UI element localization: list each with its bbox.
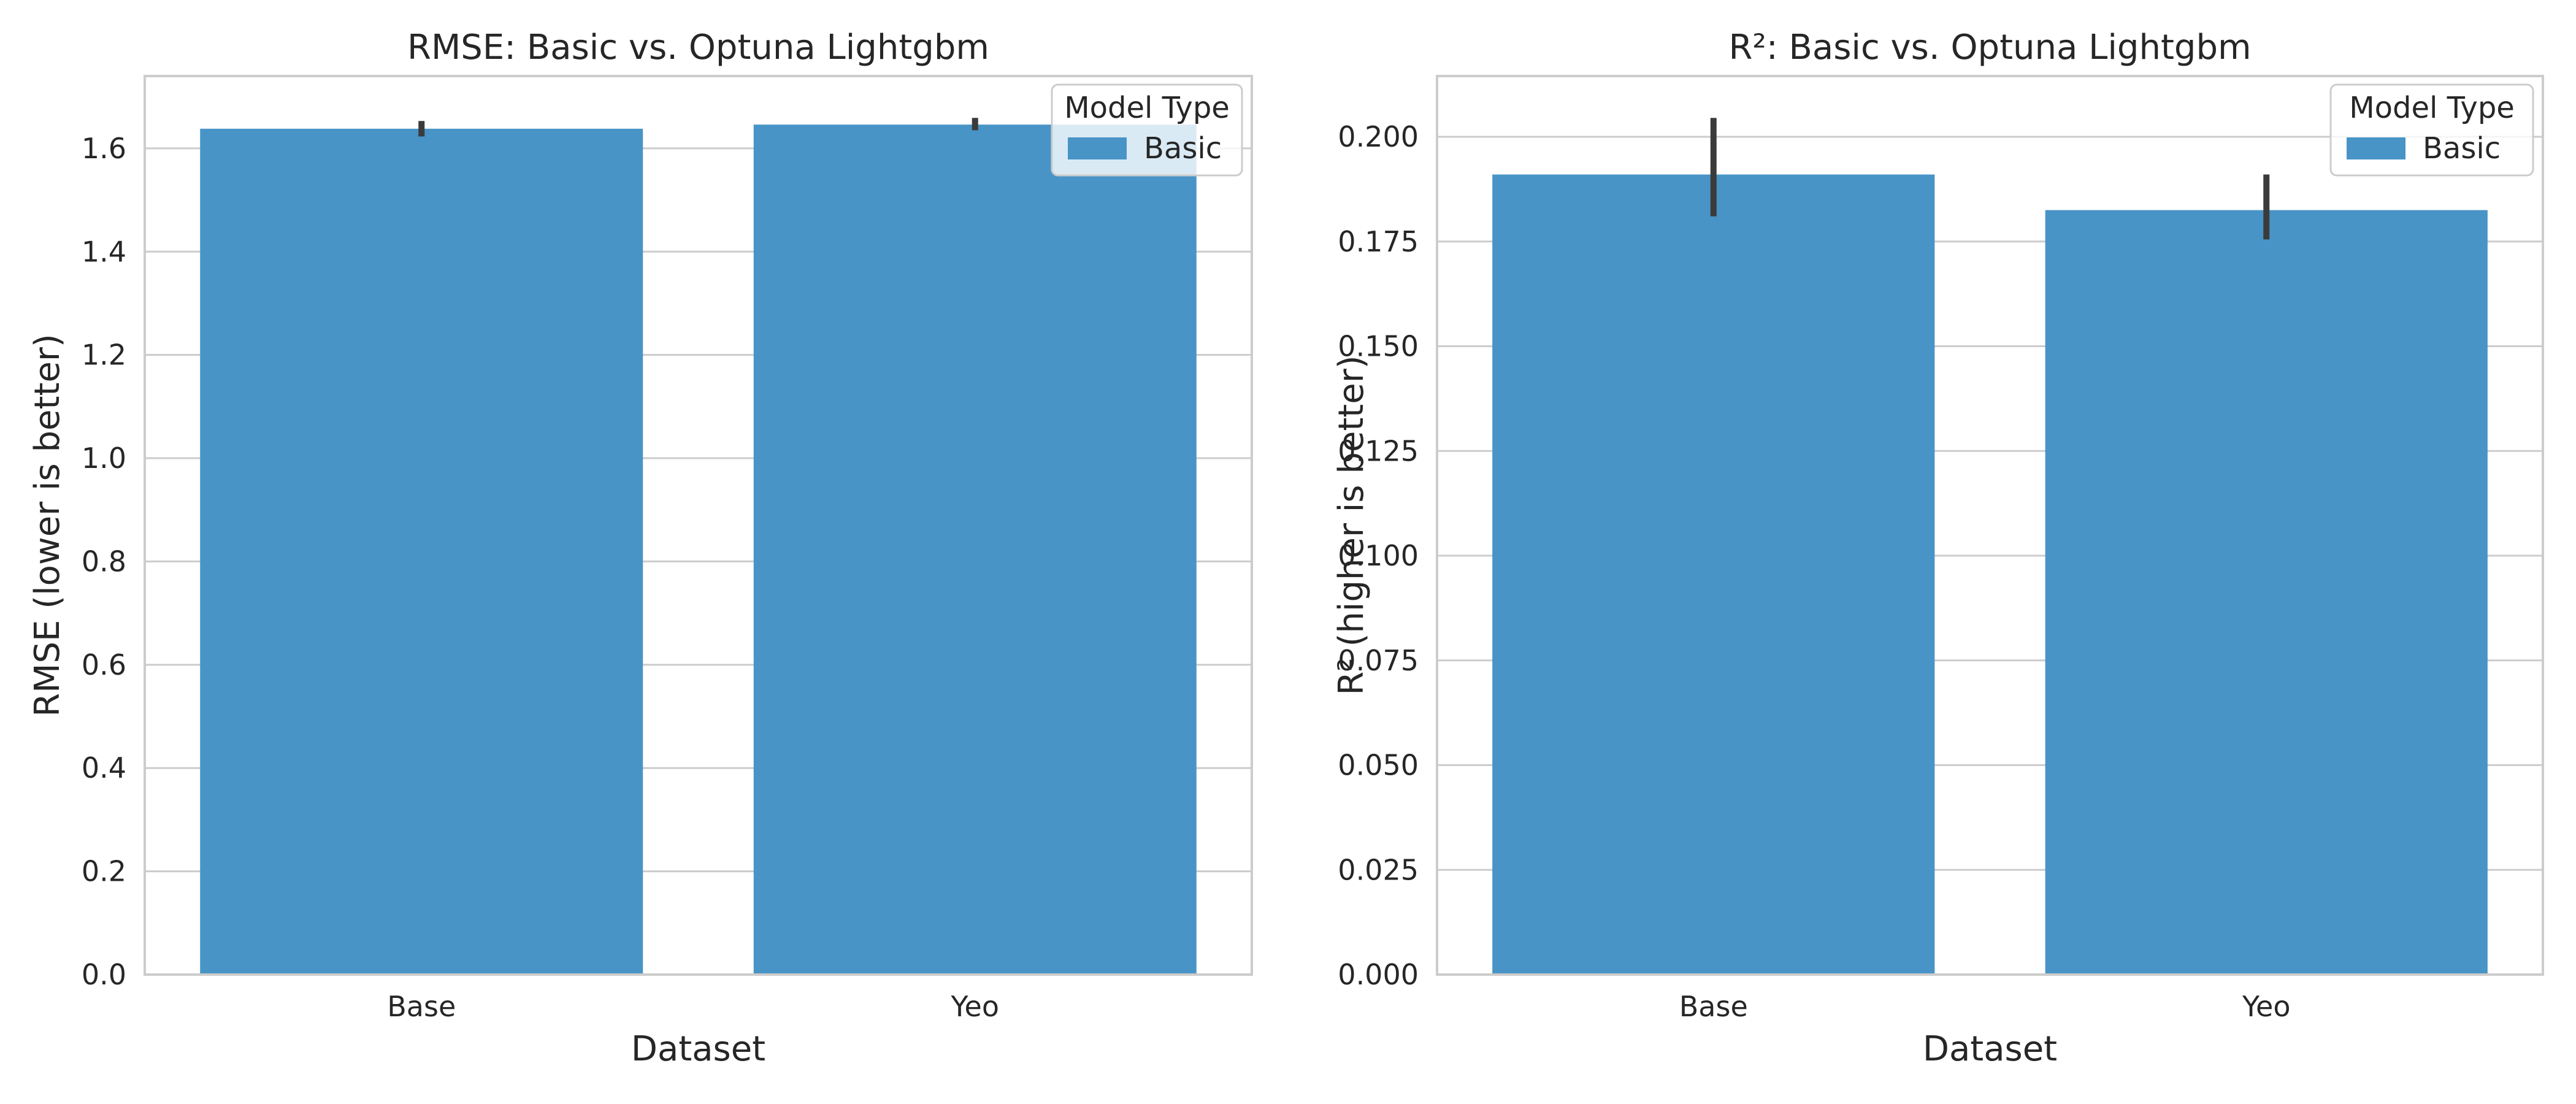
legend: Model Type Basic (2329, 83, 2534, 177)
y-tick-label: 1.0 (82, 442, 126, 475)
y-tick-label: 1.4 (82, 235, 126, 268)
r2-chart: 0.000 0.025 0.050 0.075 0.100 0.125 0.150 0.175… (1332, 28, 2544, 1069)
legend-swatch (1068, 137, 1127, 159)
legend-label: Basic (2423, 131, 2501, 166)
y-tick-label: 0.175 (1338, 225, 1419, 258)
legend-swatch (2347, 137, 2405, 159)
x-axis-label: Dataset (631, 1029, 765, 1069)
plot-frame (1436, 75, 2544, 976)
chart-title: R²: Basic vs. Optuna Lightgbm (1728, 28, 2251, 67)
x-tick-label: Base (1679, 990, 1748, 1023)
y-tick-label: 0.8 (82, 545, 126, 578)
y-tick-label: 0.200 (1338, 120, 1419, 153)
y-tick-label: 0.4 (82, 751, 126, 784)
y-tick-label: 0.0 (82, 958, 126, 991)
y-tick-label: 1.6 (82, 132, 126, 165)
y-tick-label: 0.150 (1338, 330, 1419, 363)
legend-label: Basic (1144, 131, 1222, 166)
bar-base (1492, 174, 1935, 975)
chart-title: RMSE: Basic vs. Optuna Lightgbm (407, 28, 989, 67)
y-tick-label: 0.6 (82, 648, 126, 681)
y-tick-label: 0.025 (1338, 853, 1419, 886)
x-tick-label: Base (387, 990, 456, 1023)
bar-yeo (2045, 210, 2488, 975)
y-tick-label: 0.100 (1338, 539, 1419, 572)
y-tick-label: 0.125 (1338, 434, 1419, 467)
x-tick-label: Yeo (951, 990, 999, 1023)
legend-title: Model Type (2349, 91, 2515, 125)
y-tick-label: 0.050 (1338, 749, 1419, 782)
bar-yeo (753, 125, 1197, 975)
legend-title: Model Type (1064, 91, 1230, 125)
legend: Model Type Basic (1051, 83, 1243, 177)
plot-frame (144, 75, 1253, 976)
x-tick-label: Yeo (2242, 990, 2290, 1023)
rmse-chart: 0.0 0.2 0.4 0.6 0.8 1.0 1.2 1.4 1.6 Base Yeo RMSE: … (28, 28, 1253, 1069)
y-axis-label: R² (higher is better) (1332, 355, 1371, 695)
y-tick-label: 0.000 (1338, 958, 1419, 991)
x-axis-label: Dataset (1923, 1029, 2057, 1069)
bar-base (200, 128, 643, 975)
y-tick-label: 0.2 (82, 855, 126, 888)
y-tick-label: 0.075 (1338, 644, 1419, 677)
y-tick-label: 1.2 (82, 339, 126, 372)
y-axis-label: RMSE (lower is better) (28, 334, 67, 716)
